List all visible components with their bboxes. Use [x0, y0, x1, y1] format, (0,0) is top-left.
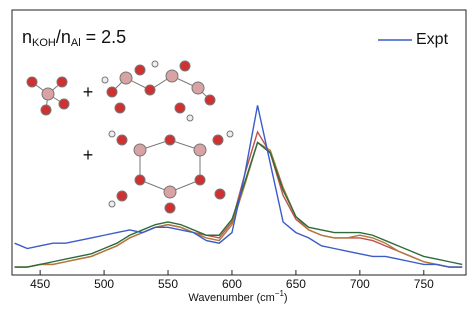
molecules [27, 61, 233, 213]
x-label-part: ) [284, 292, 288, 304]
annotation-sub: KOH [32, 37, 56, 49]
annotation-part: = 2.5 [81, 27, 127, 47]
x-tick-label: 600 [222, 277, 242, 291]
annotation: nKOH/nAl = 2.5 [22, 27, 126, 49]
x-axis-label: Wavenumber (cm−1) [188, 289, 287, 304]
x-tick-label: 450 [30, 277, 50, 291]
x-tick-label: 500 [94, 277, 114, 291]
series-line [15, 105, 463, 267]
x-tick-label: 700 [350, 277, 370, 291]
x-label-part: Wavenumber (cm [188, 292, 274, 304]
x-tick-label: 650 [286, 277, 306, 291]
annotation-part: /n [56, 27, 71, 47]
chart: nKOH/nAl = 2.5 + + Wavenumber (cm−1) 450… [0, 0, 469, 332]
plus-sign: + [83, 145, 94, 165]
x-tick-label: 750 [414, 277, 434, 291]
annotation-sub: Al [71, 37, 81, 49]
x-tick-label: 550 [158, 277, 178, 291]
plot-frame [12, 10, 466, 275]
legend-label: Expt [416, 31, 449, 48]
annotation-part: n [22, 27, 32, 47]
plus-sign: + [83, 82, 94, 102]
